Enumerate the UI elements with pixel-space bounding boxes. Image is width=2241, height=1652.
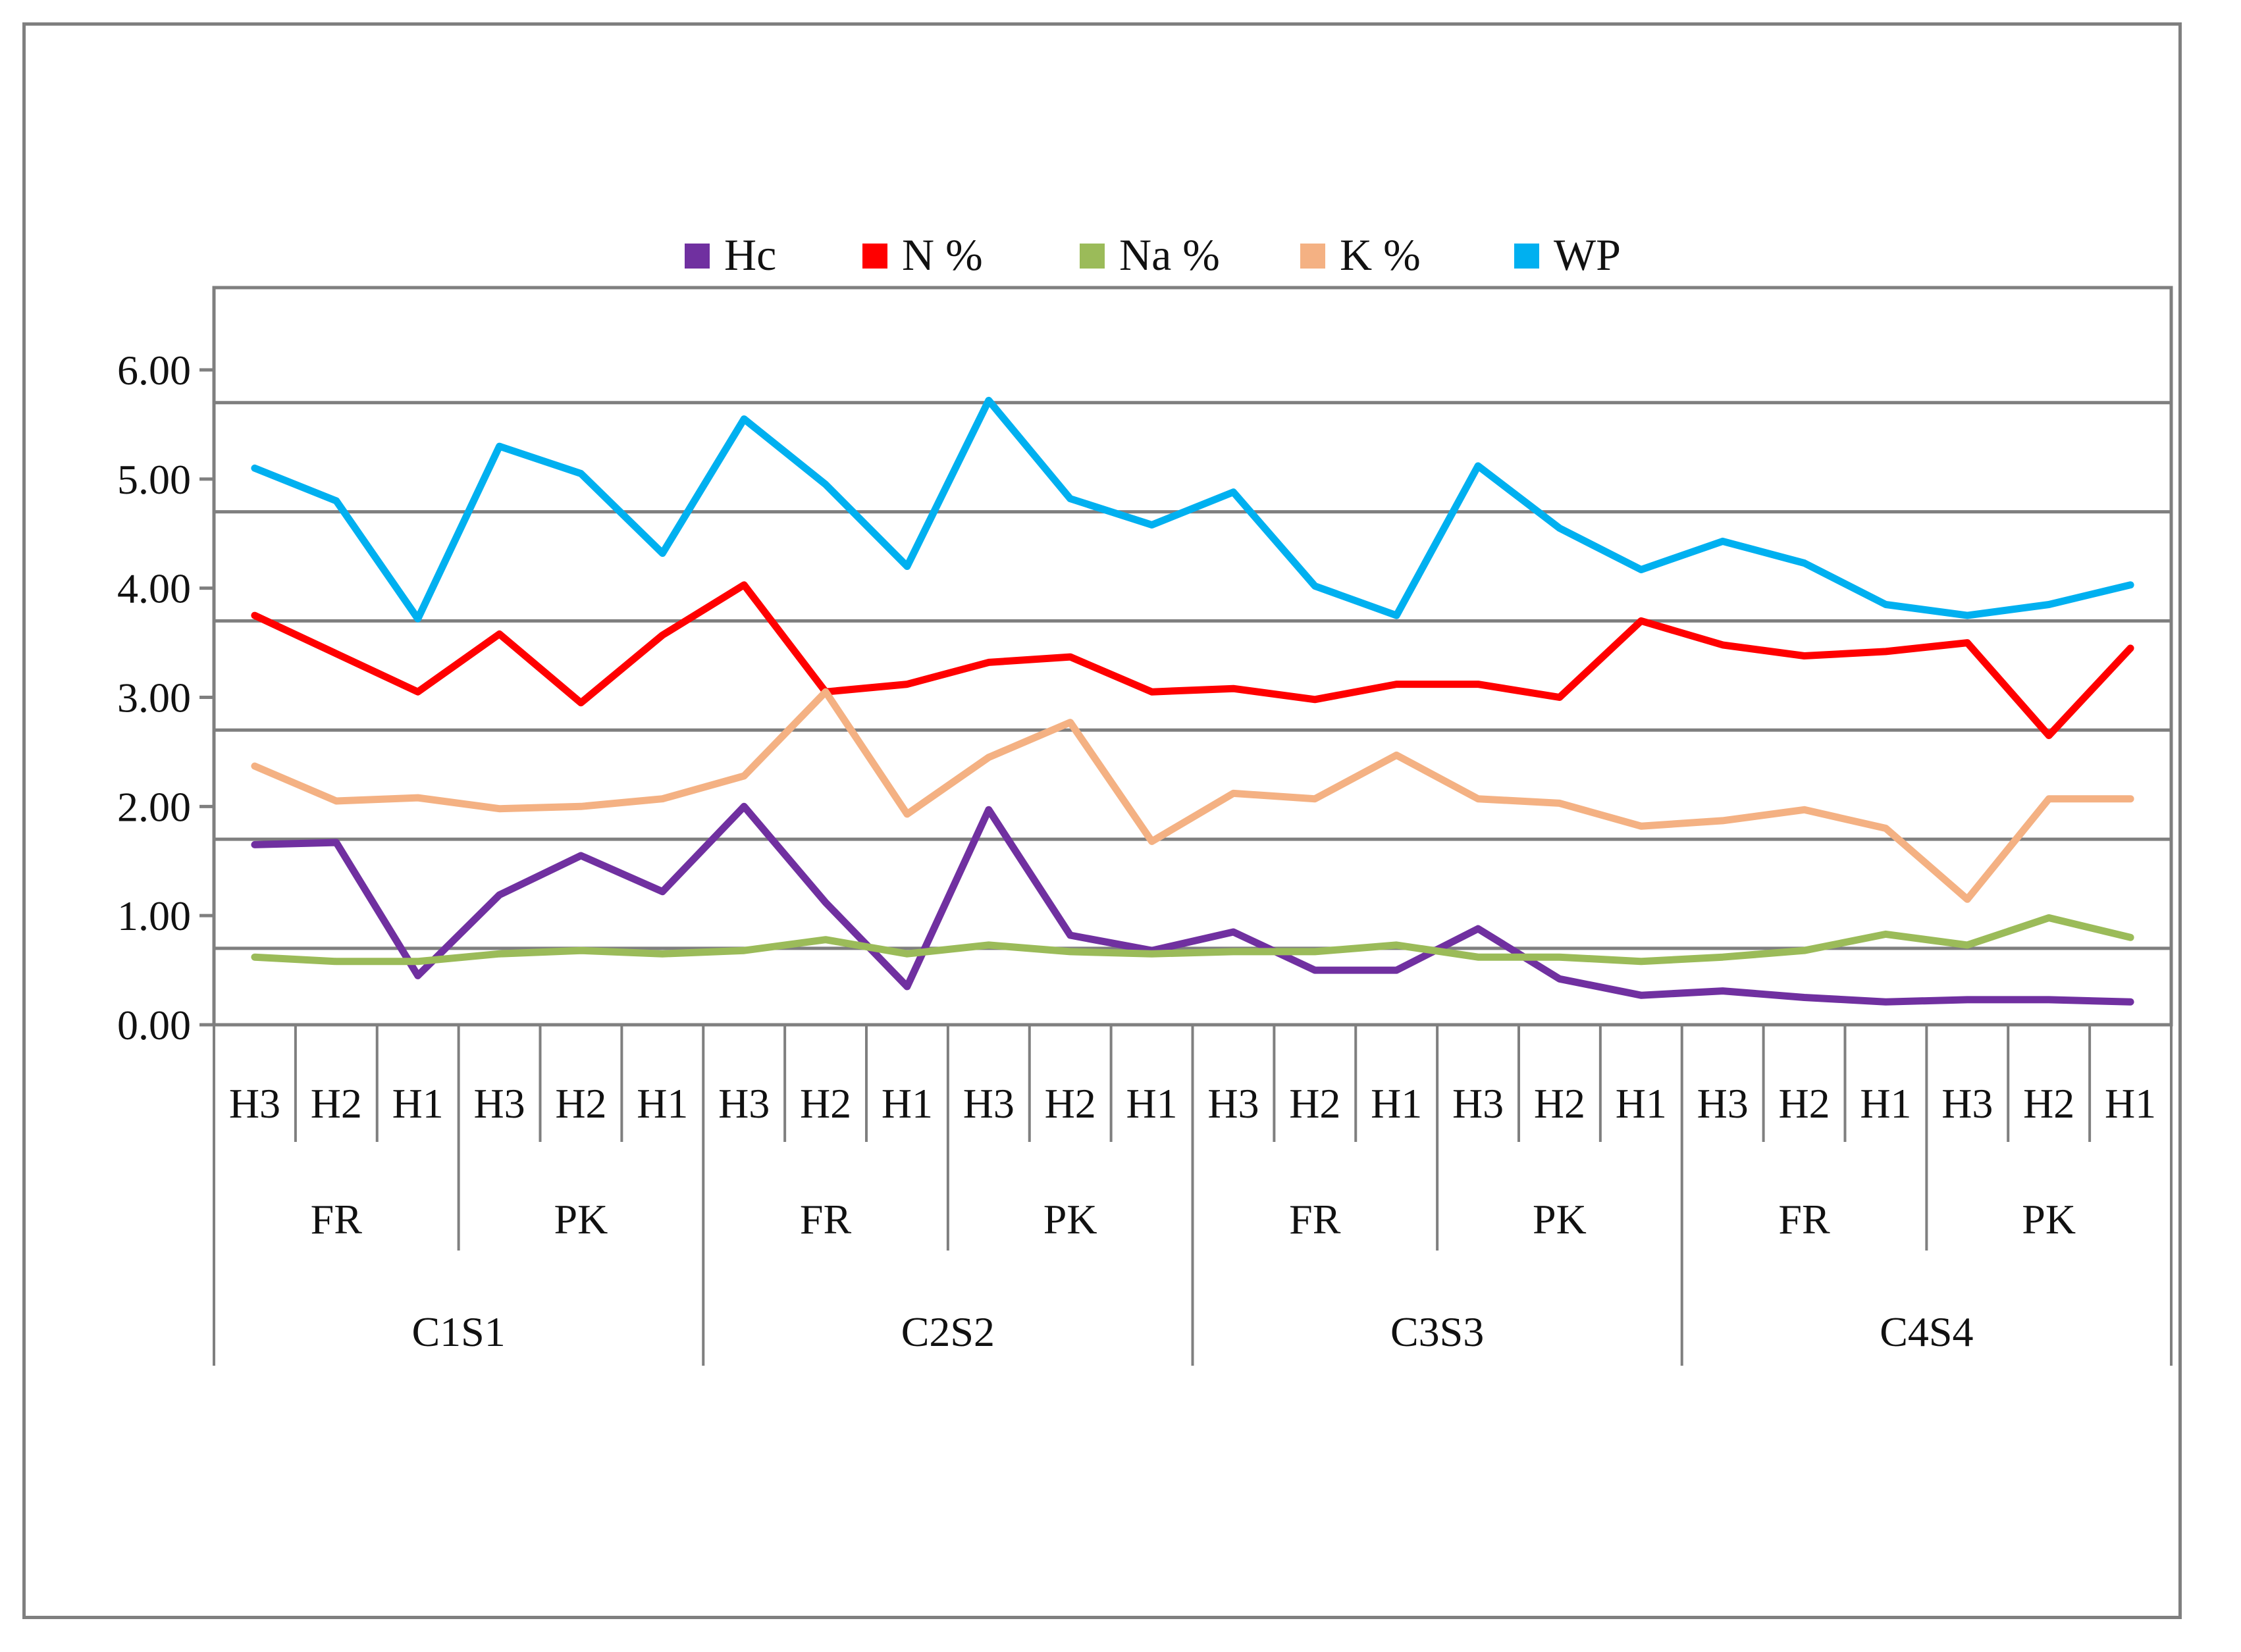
x-tick-label: H1 (2105, 1080, 2156, 1127)
x-tick-label: H2 (555, 1080, 606, 1127)
legend-label-k: K % (1340, 230, 1421, 280)
x-tick-label: H3 (1697, 1080, 1749, 1127)
x-tick-label: H3 (1452, 1080, 1504, 1127)
x-group-label: FR (800, 1196, 852, 1243)
y-tick-label: 3.00 (117, 675, 191, 721)
plot-area-border (212, 286, 2173, 1027)
x-group-label: FR (311, 1196, 363, 1243)
x-tick-label: H3 (473, 1080, 525, 1127)
series-line-n (251, 581, 2134, 739)
x-tick-label: H2 (1045, 1080, 1096, 1127)
legend-label-hc: Hc (724, 230, 776, 280)
y-tick-label: 4.00 (117, 565, 191, 612)
x-tick-label: H1 (637, 1080, 688, 1127)
x-tick-label: H2 (1289, 1080, 1340, 1127)
x-axis: H3 H2 H1 H3 H2 H1 H3 H2 H1 H3 H2 H1 H3 H2 H1 H3 H2 H1 H3 H2… (213, 1023, 2173, 1366)
x-group-label: FR (1289, 1196, 1341, 1243)
x-tick-label: H2 (800, 1080, 851, 1127)
series-line-na (251, 914, 2134, 966)
series-line-hc (251, 802, 2134, 1006)
legend-label-n: N % (902, 230, 983, 280)
series-line-wp (251, 396, 2134, 623)
legend-swatch-k (1300, 244, 1325, 269)
y-tick-label: 0.00 (117, 1002, 191, 1048)
y-axis: 0.00 1.00 2.00 3.00 4.00 5.00 6.00 (117, 347, 214, 1048)
series-lines (251, 396, 2134, 1006)
x-supergroup-label: C1S1 (411, 1308, 505, 1355)
x-tick-label: H3 (1207, 1080, 1259, 1127)
legend-swatch-wp (1514, 244, 1539, 269)
series-line-k (251, 688, 2134, 903)
x-tick-label: H1 (1616, 1080, 1667, 1127)
x-tick-label: H1 (882, 1080, 933, 1127)
x-tick-label: H3 (229, 1080, 280, 1127)
y-tick-label: 1.00 (117, 892, 191, 939)
legend-label-wp: WP (1554, 230, 1621, 280)
x-group-label: FR (1778, 1196, 1830, 1243)
x-tick-label: H1 (1126, 1080, 1177, 1127)
y-tick-label: 2.00 (117, 783, 191, 830)
x-tick-label: H2 (1778, 1080, 1830, 1127)
x-tick-label: H3 (1941, 1080, 1993, 1127)
x-tick-label: H1 (1371, 1080, 1422, 1127)
gridlines (212, 286, 2173, 1027)
y-tick-label: 6.00 (117, 347, 191, 394)
legend-swatch-hc (685, 244, 710, 269)
y-tick-label: 5.00 (117, 456, 191, 503)
legend: Hc N % Na % K % WP (685, 230, 1621, 280)
legend-label-na: Na % (1119, 230, 1220, 280)
x-tick-label: H1 (392, 1080, 444, 1127)
x-tick-label: H2 (1534, 1080, 1585, 1127)
x-tick-label: H3 (718, 1080, 770, 1127)
x-group-label: PK (554, 1196, 608, 1243)
x-tick-label: H1 (1860, 1080, 1911, 1127)
x-supergroup-label: C4S4 (1880, 1308, 1973, 1355)
x-tick-label: H2 (311, 1080, 362, 1127)
x-supergroup-label: C2S2 (901, 1308, 995, 1355)
legend-swatch-n (862, 244, 887, 269)
legend-swatch-na (1080, 244, 1105, 269)
x-tick-label: H2 (2023, 1080, 2074, 1127)
x-tick-label: H3 (963, 1080, 1015, 1127)
x-supergroup-label: C3S3 (1390, 1308, 1484, 1355)
x-group-label: PK (1533, 1196, 1587, 1243)
x-group-label: PK (2022, 1196, 2076, 1243)
x-group-label: PK (1043, 1196, 1097, 1243)
